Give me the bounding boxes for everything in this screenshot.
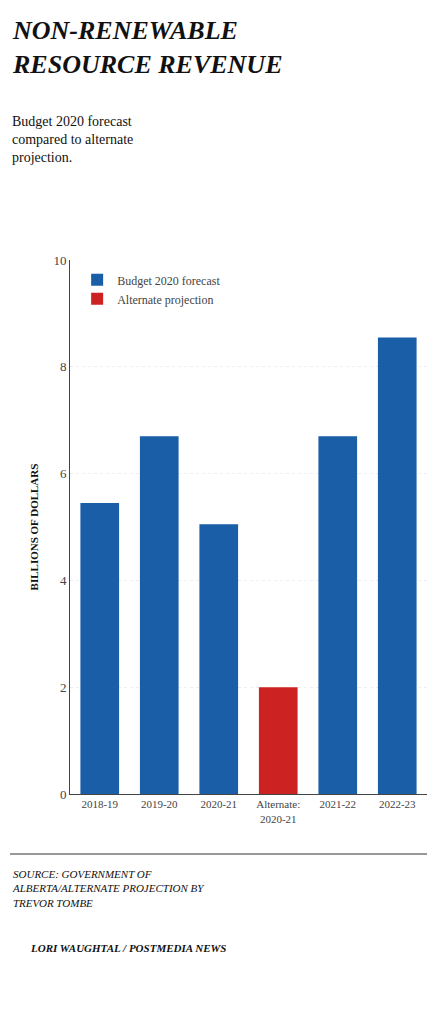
svg-text:8: 8 bbox=[60, 359, 67, 374]
svg-text:LORI WAUGHTAL / POSTMEDIA NEWS: LORI WAUGHTAL / POSTMEDIA NEWS bbox=[30, 942, 226, 954]
svg-text:2021-22: 2021-22 bbox=[319, 798, 356, 810]
svg-text:2018-19: 2018-19 bbox=[81, 798, 118, 810]
svg-text:10: 10 bbox=[53, 253, 66, 268]
svg-text:2: 2 bbox=[60, 680, 67, 695]
svg-text:Alternate projection: Alternate projection bbox=[117, 293, 213, 307]
svg-text:BILLIONS OF DOLLARS: BILLIONS OF DOLLARS bbox=[28, 464, 40, 591]
svg-text:NON-RENEWABLERESOURCE REVENUE: NON-RENEWABLERESOURCE REVENUE bbox=[12, 16, 282, 79]
svg-text:2022-23: 2022-23 bbox=[379, 798, 416, 810]
svg-text:Budget 2020 forecastcompared t: Budget 2020 forecastcompared to alternat… bbox=[12, 114, 133, 165]
svg-text:0: 0 bbox=[60, 787, 67, 802]
svg-text:SOURCE: GOVERNMENT OFALBERTA/A: SOURCE: GOVERNMENT OFALBERTA/ALTERNATE P… bbox=[12, 868, 205, 909]
svg-text:2020-21: 2020-21 bbox=[200, 798, 237, 810]
svg-text:4: 4 bbox=[60, 573, 67, 588]
svg-text:2019-20: 2019-20 bbox=[141, 798, 178, 810]
svg-text:6: 6 bbox=[60, 466, 67, 481]
svg-text:Alternate:2020-21: Alternate:2020-21 bbox=[256, 798, 300, 824]
svg-text:Budget 2020 forecast: Budget 2020 forecast bbox=[117, 274, 220, 288]
